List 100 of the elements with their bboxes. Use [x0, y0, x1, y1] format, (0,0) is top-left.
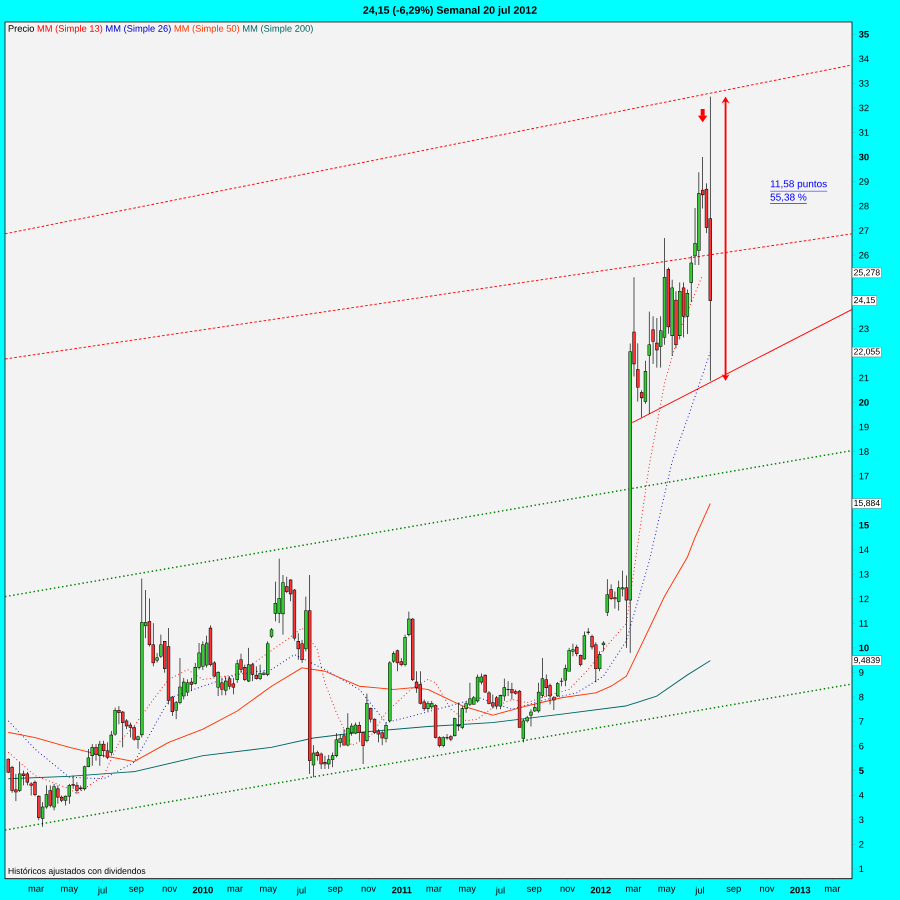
x-tick-label: mar	[228, 886, 243, 892]
candlestick	[613, 591, 617, 609]
candlestick	[575, 644, 578, 657]
y-tick-label: 27	[859, 227, 869, 234]
candlestick	[270, 628, 274, 638]
candlestick	[442, 736, 445, 748]
y-tick-label: 2	[859, 841, 864, 848]
x-tick-label: jul	[496, 886, 504, 896]
x-tick-label: sep	[726, 886, 741, 894]
candlestick	[56, 785, 60, 804]
candlestick	[52, 784, 56, 811]
candlestick	[506, 680, 510, 696]
candlestick	[655, 318, 659, 368]
x-tick-label: nov	[362, 886, 376, 892]
y-tick-label: 23	[859, 326, 869, 332]
candlestick	[33, 780, 37, 797]
text: MM (Simple 13)	[38, 24, 102, 34]
y-tick-label: 4	[858, 792, 864, 798]
annotation: Históricos ajustados con dividendos	[8, 868, 146, 876]
candlestick	[651, 316, 655, 364]
y-tick-label: 26	[859, 252, 869, 258]
y-tick-label: 30	[858, 154, 869, 160]
y-tick-label: 12	[859, 596, 869, 602]
line-series	[8, 660, 711, 780]
x-tick-label: mar	[28, 886, 44, 892]
candlestick	[113, 707, 117, 736]
y-tick-label: 8	[859, 694, 864, 700]
y-tick-label: 29	[859, 178, 869, 185]
candlestick	[98, 740, 102, 766]
candlestick	[354, 722, 358, 734]
x-tick-label: mar	[824, 886, 840, 892]
candlestick	[250, 662, 254, 682]
candlestick	[110, 730, 113, 756]
candlestick	[327, 754, 330, 770]
candlestick	[277, 558, 281, 624]
candlestick	[246, 648, 250, 682]
candlestick	[232, 678, 236, 695]
x-tick-label: sep	[526, 886, 542, 894]
candlestick	[258, 664, 262, 680]
y-tick-label: 35	[858, 30, 869, 38]
x-tick-label: nov	[560, 886, 575, 892]
candlestick	[529, 708, 533, 727]
y-tick-label: 6	[859, 742, 864, 750]
x-tick-label: 2012	[590, 886, 611, 894]
x-tick-label: sep	[328, 886, 342, 894]
annotation: 55,38 %	[770, 194, 806, 202]
annotation: 11,58 puntos	[770, 180, 827, 190]
candlestick	[323, 755, 327, 770]
text: MM (Simple 50)	[174, 24, 240, 34]
candlestick	[556, 682, 560, 698]
candlestick	[29, 782, 33, 796]
x-tick-label: sep	[129, 886, 144, 894]
candlestick	[201, 640, 205, 670]
candlestick	[37, 794, 40, 821]
y-tick-label: 13	[859, 571, 869, 578]
y-tick-label: 21	[859, 374, 869, 382]
candlestick	[384, 722, 388, 743]
y-tick-label: 20	[859, 399, 869, 406]
candlestick	[26, 772, 30, 786]
x-tick-label: nov	[162, 886, 178, 892]
chart-title: 24,15 (-6,29%) Semanal 20 jul 2012	[363, 6, 537, 16]
y-tick-label: 5	[859, 767, 864, 774]
y-tick-label: 28	[859, 202, 869, 210]
annotation: 22,055	[854, 348, 880, 356]
text: Precio	[8, 24, 34, 32]
candlestick	[606, 578, 609, 616]
y-tick-label: 31	[859, 129, 869, 136]
y-tick-label: 18	[859, 448, 869, 455]
candlestick	[392, 651, 396, 664]
candlestick	[48, 785, 52, 808]
candlestick	[396, 649, 400, 672]
y-tick-label: 19	[859, 424, 869, 430]
x-tick-label: 2010	[192, 886, 213, 894]
x-tick-label: jul	[98, 886, 107, 896]
candlestick	[254, 666, 258, 680]
line-series	[8, 503, 711, 762]
x-tick-label: jul	[296, 886, 306, 896]
candlestick	[491, 694, 495, 709]
candlestick	[90, 744, 94, 766]
candlestick	[510, 682, 514, 700]
y-tick-label: 34	[859, 56, 869, 62]
y-tick-label: 33	[859, 80, 869, 87]
y-tick-label: 17	[859, 472, 869, 480]
y-tick-label: 1	[859, 866, 864, 872]
text: MM (Simple 26)	[106, 24, 171, 34]
x-tick-label: mar	[426, 886, 442, 892]
candlestick	[460, 706, 464, 730]
text: MM (Simple 200)	[243, 24, 313, 34]
annotation: 25,278	[854, 269, 880, 276]
annotation: 24,15	[854, 297, 875, 304]
y-tick-label: 3	[859, 816, 864, 824]
candlestick	[102, 740, 106, 758]
candlestick	[68, 784, 72, 804]
candlestick	[602, 640, 606, 652]
candlestick	[319, 752, 323, 770]
candlestick	[186, 679, 190, 696]
candlestick	[224, 676, 228, 696]
candlestick	[426, 700, 430, 712]
candlestick	[476, 674, 480, 704]
x-tick-label: may	[61, 886, 78, 894]
